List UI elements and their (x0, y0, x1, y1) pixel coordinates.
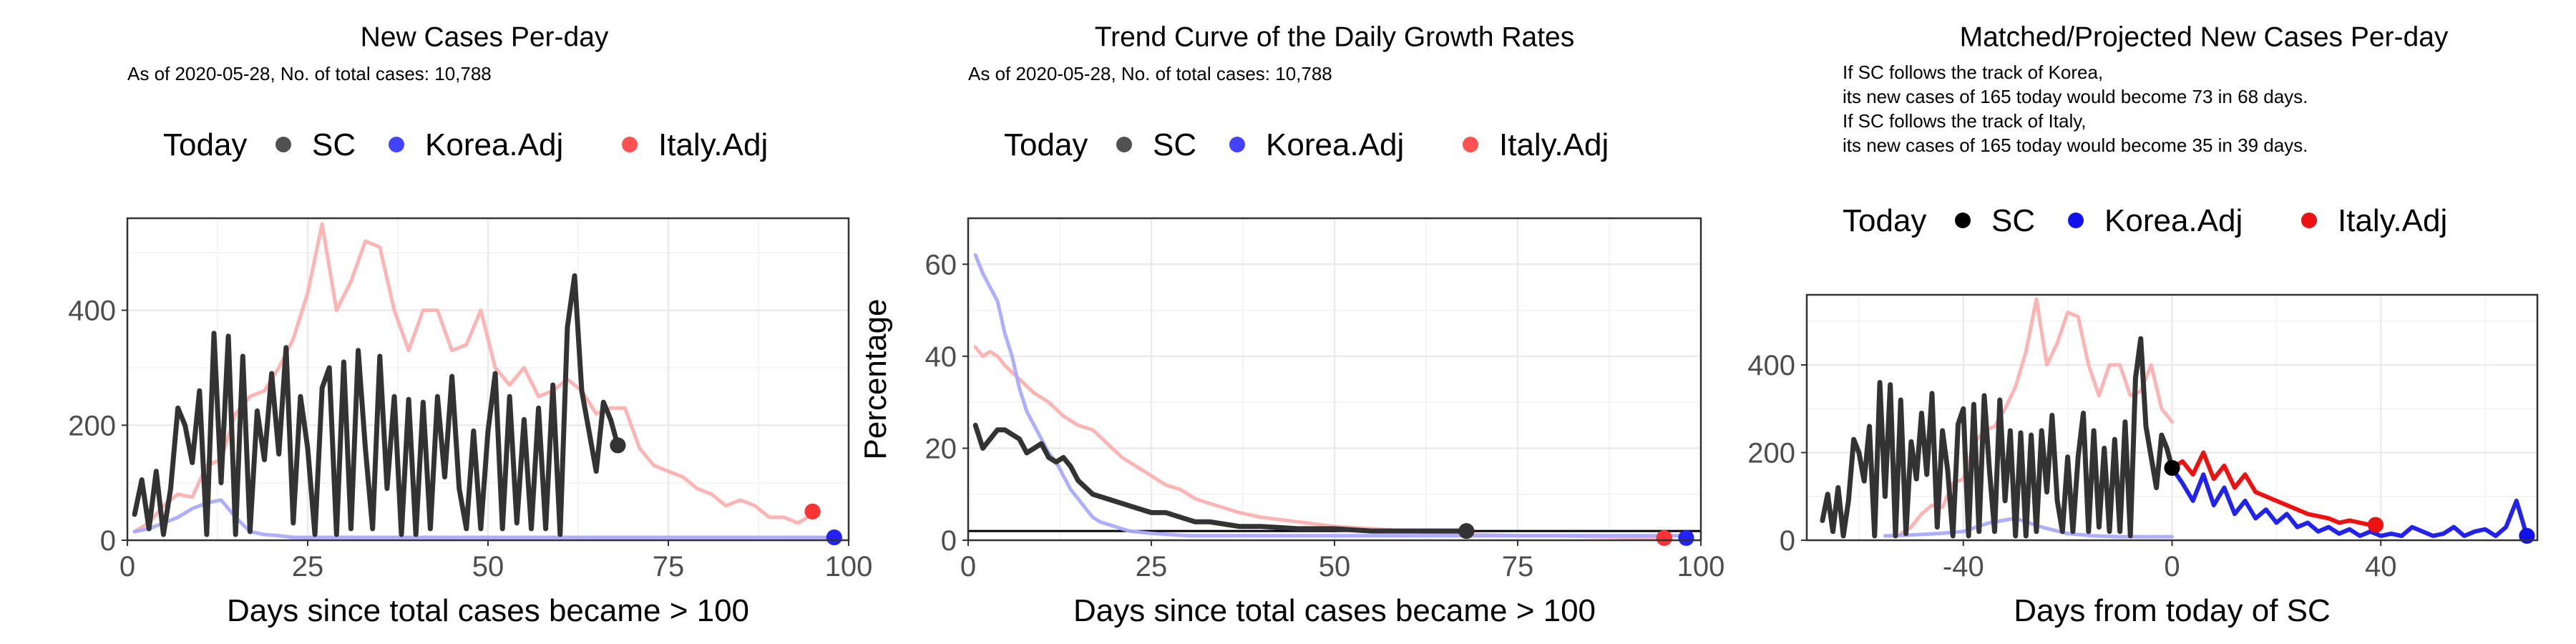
series-line-korea-adj (132, 498, 836, 540)
legend-key (1229, 137, 1245, 152)
panel-3: Matched/Projected New Cases Per-day If SC… (1747, 21, 2539, 628)
y-tick-label: 400 (1747, 350, 1795, 381)
panel-1: New Cases Per-day As of 2020-05-28, No. o… (68, 21, 872, 628)
plot-border (126, 217, 850, 542)
legend-title: Today (163, 127, 247, 162)
chart-subtitle-line: If SC follows the track of Italy, (1843, 110, 2087, 132)
y-tick-label: 20 (925, 433, 957, 464)
series-line-korea-adj (973, 253, 1688, 538)
plot-area (1820, 297, 2529, 539)
chart-title: Matched/Projected New Cases Per-day (1960, 21, 2449, 52)
legend: Today SC Korea.Adj Italy.Adj (1843, 203, 2447, 238)
legend-label: SC (312, 127, 356, 162)
panel-2: Trend Curve of the Daily Growth Rates As … (858, 21, 1724, 628)
x-tick-label: -40 (1943, 551, 1984, 582)
legend-key (275, 137, 291, 152)
legend-label: Italy.Adj (658, 127, 768, 162)
y-axis-label: Percentage (858, 298, 893, 459)
projection-line-korea-adj (2170, 465, 2529, 538)
today-point-korea-adj (1678, 530, 1695, 547)
x-tick-label: 50 (1319, 551, 1351, 582)
y-tick-label: 200 (68, 410, 116, 441)
y-tick-label: 0 (1780, 525, 1795, 557)
x-tick-label: 0 (2164, 551, 2180, 582)
series-line-sc (972, 422, 1469, 534)
legend: Today SC Korea.Adj Italy.Adj (1004, 127, 1609, 162)
x-axis-label: Days since total cases became > 100 (1073, 593, 1596, 628)
legend-key (1955, 213, 1971, 228)
y-tick-label: 400 (68, 296, 116, 327)
series-line-sc (132, 273, 620, 537)
plot-border (967, 217, 1702, 542)
legend-key (2301, 213, 2317, 228)
plot-area (132, 222, 836, 540)
x-tick-label: 100 (1677, 551, 1725, 582)
x-tick-label: 75 (653, 551, 685, 582)
x-tick-label: 50 (472, 551, 504, 582)
x-tick-label: 0 (960, 551, 976, 582)
today-point-korea-adj (826, 529, 843, 546)
chart-subtitle-line: its new cases of 165 today would become … (1843, 86, 2308, 107)
x-tick-label: 100 (825, 551, 873, 582)
today-point-korea-adj (2518, 527, 2535, 545)
x-axis-label: Days since total cases became > 100 (227, 593, 749, 628)
legend-label: Italy.Adj (2338, 203, 2447, 238)
legend-label: Korea.Adj (425, 127, 563, 162)
x-tick-label: 40 (2365, 551, 2397, 582)
legend-key (622, 137, 638, 152)
today-point-italy-adj (2367, 517, 2384, 534)
series-line-italy-adj (1898, 297, 2174, 536)
legend-label: Korea.Adj (1266, 127, 1404, 162)
chart-title: Trend Curve of the Daily Growth Rates (1095, 21, 1574, 52)
legend-label: SC (1153, 127, 1196, 162)
x-tick-label: 25 (1136, 551, 1168, 582)
legend: Today SC Korea.Adj Italy.Adj (163, 127, 768, 162)
series-line-sc (1820, 336, 2175, 539)
series-line-italy-adj (132, 222, 815, 534)
x-tick-label: 0 (119, 551, 135, 582)
legend-title: Today (1843, 203, 1926, 238)
today-point-italy-adj (1656, 530, 1673, 547)
legend-key (2068, 213, 2084, 228)
y-tick-label: 0 (100, 525, 116, 557)
today-point-sc (1458, 522, 1475, 540)
y-tick-label: 60 (925, 249, 957, 280)
legend-key (1463, 137, 1478, 152)
x-tick-label: 25 (292, 551, 324, 582)
today-point-italy-adj (804, 503, 821, 520)
x-axis-label: Days from today of SC (2014, 593, 2331, 628)
x-tick-label: 75 (1502, 551, 1534, 582)
chart-subtitle: As of 2020-05-28, No. of total cases: 10… (968, 63, 1332, 84)
legend-label: Korea.Adj (2104, 203, 2243, 238)
legend-label: Italy.Adj (1499, 127, 1609, 162)
chart-title: New Cases Per-day (361, 21, 609, 52)
y-tick-label: 0 (941, 525, 957, 557)
plot-border (1805, 293, 2539, 542)
y-tick-label: 200 (1747, 438, 1795, 469)
chart-subtitle-line: its new cases of 165 today would become … (1843, 135, 2308, 156)
chart-subtitle-line: If SC follows the track of Korea, (1843, 62, 2103, 83)
legend-key (1116, 137, 1132, 152)
projection-line-italy-adj (2170, 450, 2378, 527)
legend-title: Today (1004, 127, 1088, 162)
legend-label: SC (1991, 203, 2035, 238)
legend-key (389, 137, 404, 152)
today-point-sc (609, 436, 626, 454)
y-tick-label: 40 (925, 341, 957, 373)
chart-subtitle: As of 2020-05-28, No. of total cases: 10… (127, 63, 492, 84)
today-point-sc (2164, 459, 2180, 477)
